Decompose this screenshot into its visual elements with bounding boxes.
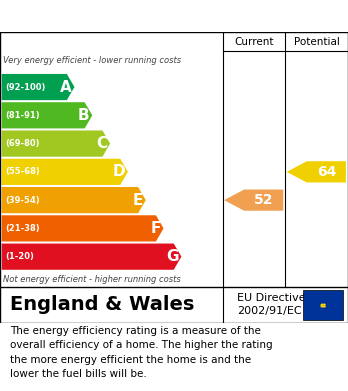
Polygon shape <box>2 187 146 213</box>
Text: England & Wales: England & Wales <box>10 295 195 314</box>
Polygon shape <box>2 215 164 242</box>
Text: Energy Efficiency Rating: Energy Efficiency Rating <box>10 7 239 25</box>
Text: EU Directive
2002/91/EC: EU Directive 2002/91/EC <box>237 293 305 316</box>
Text: C: C <box>96 136 107 151</box>
Polygon shape <box>287 161 346 183</box>
Text: (55-68): (55-68) <box>5 167 40 176</box>
Text: The energy efficiency rating is a measure of the
overall efficiency of a home. T: The energy efficiency rating is a measur… <box>10 326 273 379</box>
Text: (21-38): (21-38) <box>5 224 40 233</box>
Text: (39-54): (39-54) <box>5 196 40 204</box>
Polygon shape <box>2 131 110 157</box>
Text: (69-80): (69-80) <box>5 139 40 148</box>
Text: (81-91): (81-91) <box>5 111 40 120</box>
Text: B: B <box>78 108 89 123</box>
Bar <box>303 290 343 320</box>
Text: D: D <box>112 164 125 179</box>
Text: Not energy efficient - higher running costs: Not energy efficient - higher running co… <box>3 274 181 283</box>
Polygon shape <box>2 102 92 128</box>
Text: 64: 64 <box>317 165 336 179</box>
Text: Potential: Potential <box>294 37 340 47</box>
Text: A: A <box>60 79 72 95</box>
Text: G: G <box>166 249 179 264</box>
Polygon shape <box>2 159 128 185</box>
Text: E: E <box>133 193 143 208</box>
Polygon shape <box>2 74 74 100</box>
Polygon shape <box>224 190 283 211</box>
Text: (92-100): (92-100) <box>5 83 46 91</box>
Polygon shape <box>2 244 181 270</box>
Text: Very energy efficient - lower running costs: Very energy efficient - lower running co… <box>3 56 182 65</box>
Text: Current: Current <box>234 37 274 47</box>
Text: 52: 52 <box>254 193 274 207</box>
Text: (1-20): (1-20) <box>5 252 34 261</box>
Text: F: F <box>150 221 161 236</box>
